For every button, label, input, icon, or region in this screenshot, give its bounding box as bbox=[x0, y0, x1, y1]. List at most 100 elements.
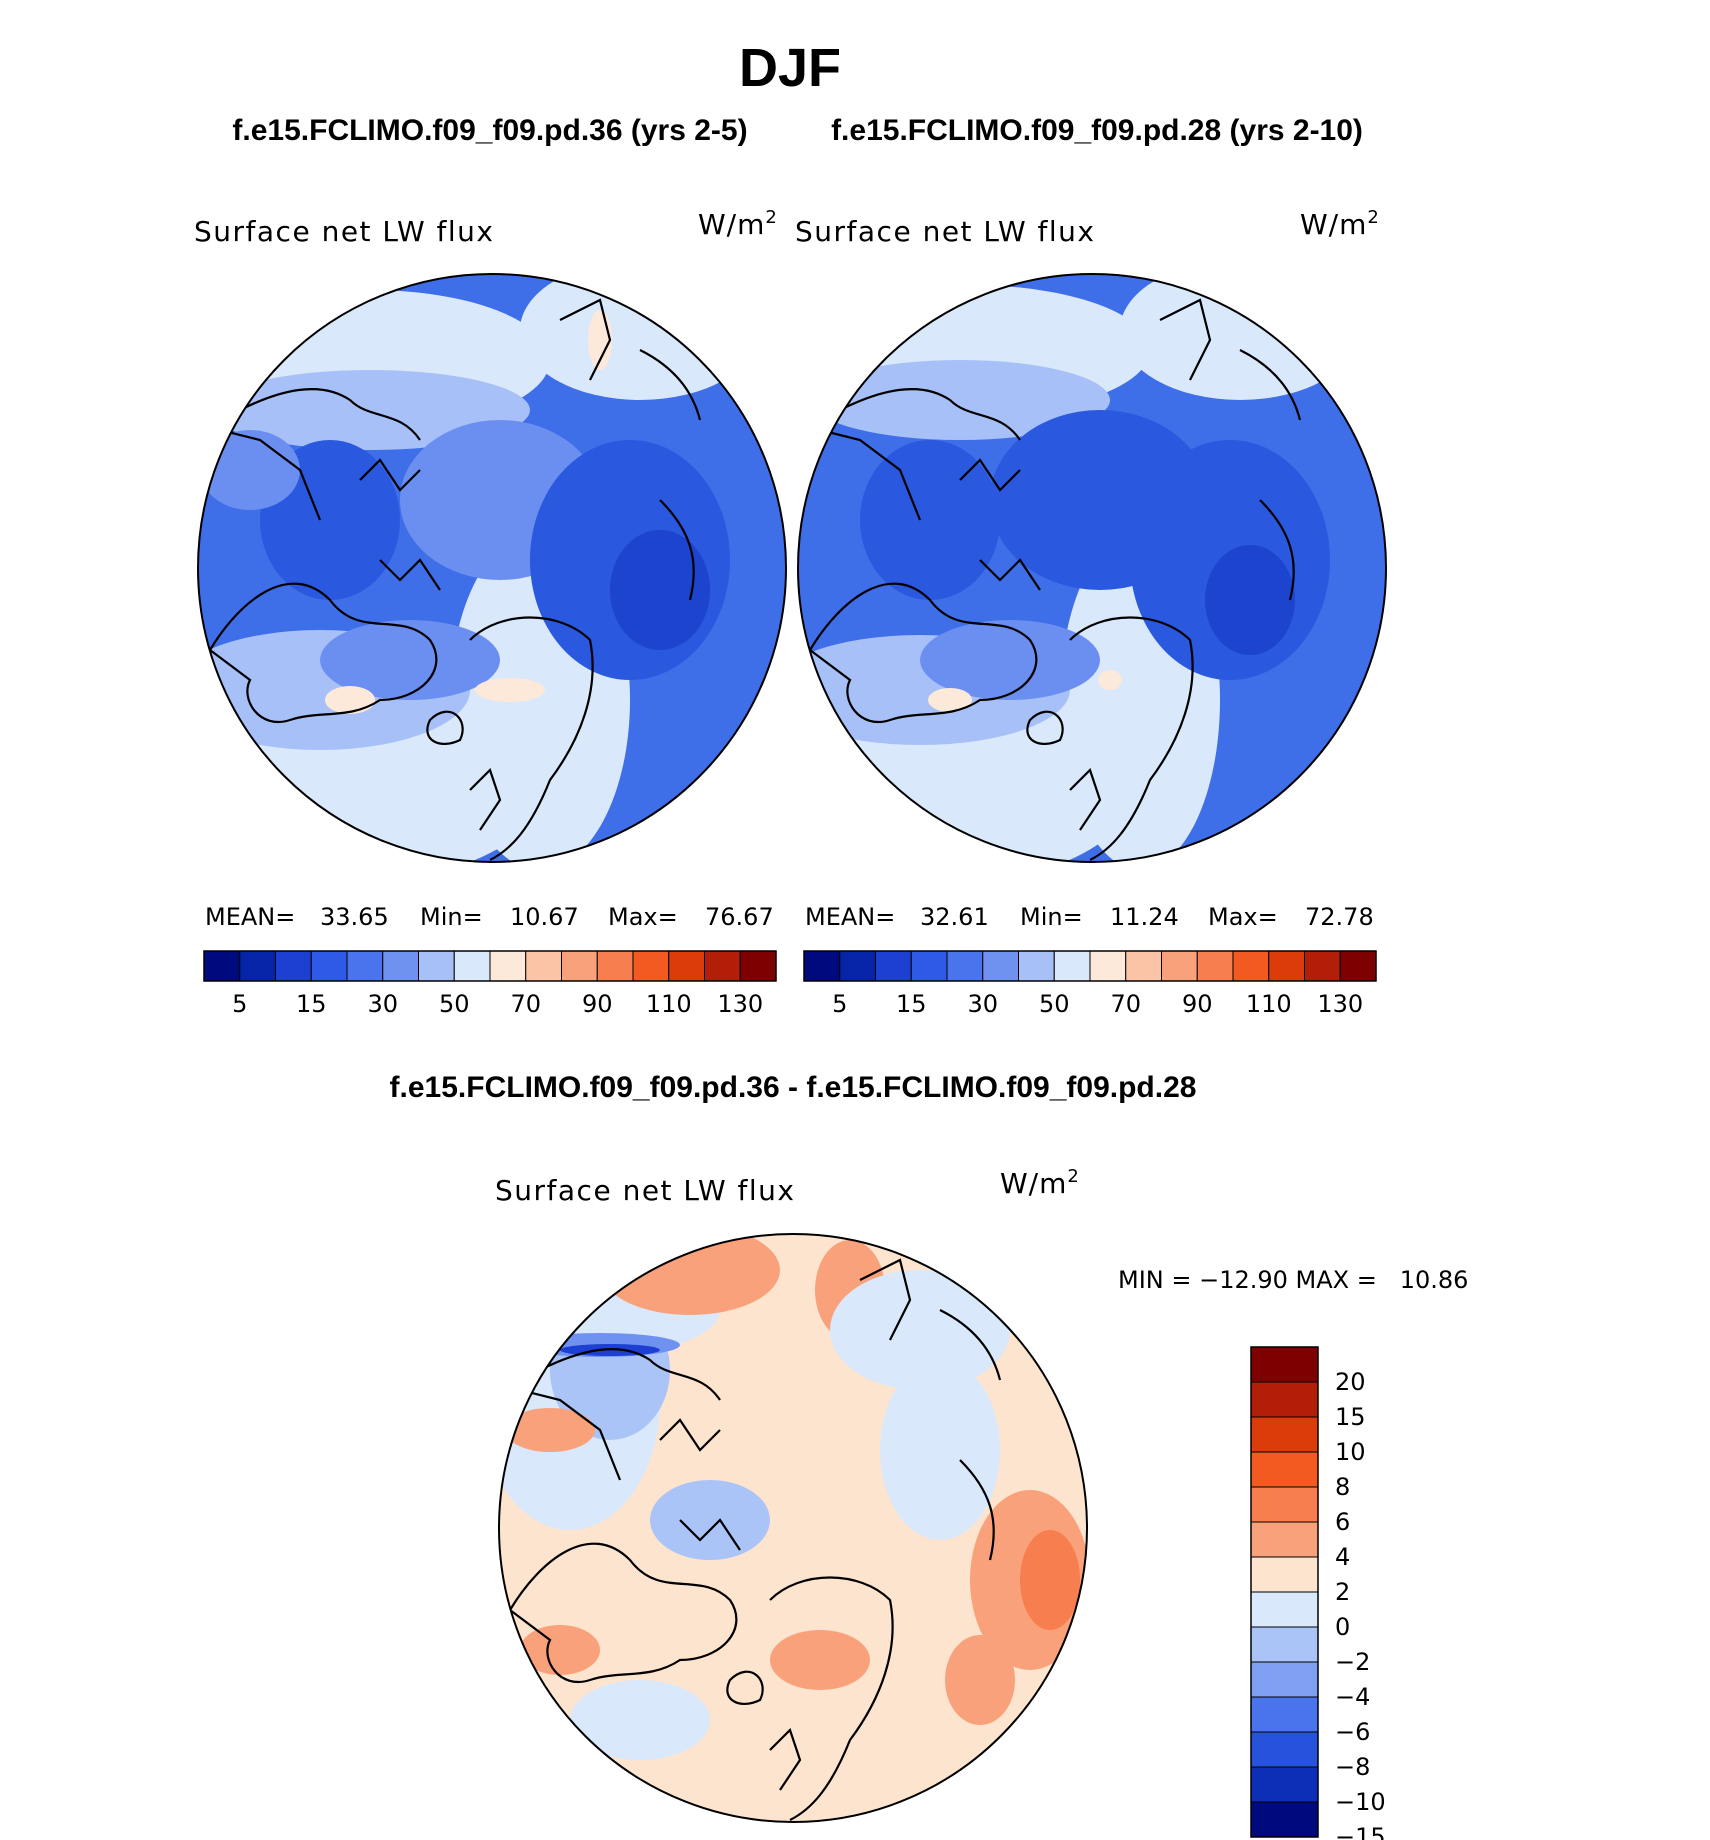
colorbar-swatch bbox=[1089, 950, 1127, 982]
colorbar-tick-label: −4 bbox=[1335, 1683, 1370, 1711]
colorbar-tick-label: 15 bbox=[1335, 1403, 1366, 1431]
diff-map-field bbox=[499, 1234, 1087, 1822]
colorbar-swatch bbox=[239, 950, 276, 982]
right-colorbar: 5 15 30 50 70 90 110 130 bbox=[803, 950, 1377, 1018]
left-map-field bbox=[198, 274, 786, 862]
diff-panel-header: f.e15.FCLIMO.f09_f09.pd.36 - f.e15.FCLIM… bbox=[390, 1071, 1197, 1104]
colorbar-swatch bbox=[1250, 1696, 1319, 1733]
right-min-label: Min= bbox=[1020, 903, 1083, 931]
colorbar-tick-label: 30 bbox=[967, 990, 998, 1018]
colorbar-swatch bbox=[1250, 1591, 1319, 1628]
diff-units-label: W/m2 bbox=[1000, 1166, 1080, 1200]
colorbar-swatch bbox=[1250, 1521, 1319, 1558]
colorbar-swatch bbox=[875, 950, 912, 982]
right-field-label: Surface net LW flux bbox=[795, 215, 1096, 248]
colorbar-swatch bbox=[1053, 950, 1091, 982]
colorbar-swatch bbox=[1250, 1381, 1319, 1418]
colorbar-border bbox=[1250, 1346, 1319, 1838]
colorbar-tick-label: 90 bbox=[582, 990, 613, 1018]
colorbar-swatch bbox=[1250, 1416, 1319, 1453]
colorbar-tick-label: 8 bbox=[1335, 1473, 1350, 1501]
colorbar-tick-label: 6 bbox=[1335, 1508, 1350, 1536]
right-min-value: 11.24 bbox=[1110, 903, 1179, 931]
colorbar-swatch bbox=[1018, 950, 1055, 982]
colorbar-tick-label: 50 bbox=[1039, 990, 1070, 1018]
left-min-value: 10.67 bbox=[510, 903, 579, 931]
diff-field-label: Surface net LW flux bbox=[495, 1174, 796, 1207]
colorbar-tick-label: 110 bbox=[1246, 990, 1292, 1018]
colorbar-tick-label: 110 bbox=[646, 990, 692, 1018]
colorbar-swatch bbox=[632, 950, 670, 982]
colorbar-swatch bbox=[596, 950, 634, 982]
left-max-label: Max= bbox=[608, 903, 678, 931]
right-max-value: 72.78 bbox=[1305, 903, 1374, 931]
colorbar-tick-label: 0 bbox=[1335, 1613, 1350, 1641]
colorbar-tick-label: 70 bbox=[510, 990, 541, 1018]
left-map-panel: Surface net LW flux W/m2 bbox=[194, 207, 787, 1018]
left-stats: MEAN= 33.65 Min= 10.67 Max= 76.67 bbox=[205, 903, 774, 931]
left-mean-label: MEAN= bbox=[205, 903, 295, 931]
colorbar-swatch bbox=[561, 950, 598, 982]
colorbar-swatch bbox=[203, 950, 241, 982]
left-units-label: W/m2 bbox=[698, 207, 778, 241]
left-panel-header: f.e15.FCLIMO.f09_f09.pd.36 (yrs 2-5) bbox=[232, 114, 747, 147]
colorbar-tick-label: 2 bbox=[1335, 1578, 1350, 1606]
colorbar-tick-label: 130 bbox=[1317, 990, 1363, 1018]
colorbar-swatch bbox=[1339, 950, 1377, 982]
colorbar-tick-label: 15 bbox=[896, 990, 927, 1018]
left-min-label: Min= bbox=[420, 903, 483, 931]
colorbar-tick-label: −6 bbox=[1335, 1718, 1370, 1746]
colorbar-tick-label: 10 bbox=[1335, 1438, 1366, 1466]
right-map-panel: Surface net LW flux W/m2 bbox=[795, 207, 1387, 1018]
colorbar-tick-label: 30 bbox=[367, 990, 398, 1018]
left-colorbar: 5 15 30 50 70 90 110 130 bbox=[203, 950, 777, 1018]
colorbar-tick-label: 4 bbox=[1335, 1543, 1350, 1571]
colorbar-border bbox=[803, 950, 1377, 982]
colorbar-tick-label: −2 bbox=[1335, 1648, 1370, 1676]
colorbar-swatch bbox=[453, 950, 491, 982]
colorbar-tick-label: −8 bbox=[1335, 1753, 1370, 1781]
colorbar-tick-label: 5 bbox=[232, 990, 247, 1018]
right-max-label: Max= bbox=[1208, 903, 1278, 931]
colorbar-swatch bbox=[982, 950, 1019, 982]
colorbar-swatch bbox=[704, 950, 741, 982]
colorbar-swatch bbox=[803, 950, 841, 982]
right-mean-label: MEAN= bbox=[805, 903, 895, 931]
colorbar-swatch bbox=[382, 950, 419, 982]
colorbar-swatch bbox=[1250, 1801, 1319, 1838]
diff-map-panel: Surface net LW flux W/m2 bbox=[495, 1166, 1468, 1840]
colorbar-border bbox=[203, 950, 777, 982]
right-stats: MEAN= 32.61 Min= 11.24 Max= 72.78 bbox=[805, 903, 1374, 931]
colorbar-swatch bbox=[1250, 1346, 1319, 1383]
colorbar-tick-label: 15 bbox=[296, 990, 327, 1018]
colorbar-tick-label: 130 bbox=[717, 990, 763, 1018]
colorbar-tick-label: 50 bbox=[439, 990, 470, 1018]
right-units-label: W/m2 bbox=[1300, 207, 1380, 241]
diff-minmax-label: MIN = −12.90 MAX = 10.86 bbox=[1118, 1266, 1468, 1294]
right-panel-header: f.e15.FCLIMO.f09_f09.pd.28 (yrs 2-10) bbox=[831, 114, 1363, 147]
colorbar-swatch bbox=[1250, 1451, 1319, 1488]
right-map-field bbox=[798, 274, 1386, 862]
colorbar-swatch bbox=[1125, 950, 1162, 982]
colorbar-tick-label: 70 bbox=[1110, 990, 1141, 1018]
right-mean-value: 32.61 bbox=[920, 903, 989, 931]
figure-title: DJF bbox=[739, 38, 841, 98]
colorbar-tick-label: −15 bbox=[1335, 1823, 1386, 1840]
colorbar-tick-label: 90 bbox=[1182, 990, 1213, 1018]
colorbar-swatch bbox=[1161, 950, 1198, 982]
colorbar-swatch bbox=[1268, 950, 1305, 982]
left-max-value: 76.67 bbox=[705, 903, 774, 931]
colorbar-tick-label: −10 bbox=[1335, 1788, 1386, 1816]
colorbar-tick-label: 5 bbox=[832, 990, 847, 1018]
colorbar-swatch bbox=[1250, 1731, 1319, 1768]
colorbar-swatch bbox=[668, 950, 705, 982]
colorbar-swatch bbox=[739, 950, 777, 982]
colorbar-swatch bbox=[839, 950, 876, 982]
colorbar-swatch bbox=[1196, 950, 1234, 982]
colorbar-swatch bbox=[489, 950, 527, 982]
colorbar-swatch bbox=[525, 950, 562, 982]
colorbar-tick-label: 20 bbox=[1335, 1368, 1366, 1396]
colorbar-swatch bbox=[1232, 950, 1270, 982]
colorbar-swatch bbox=[1250, 1626, 1319, 1663]
